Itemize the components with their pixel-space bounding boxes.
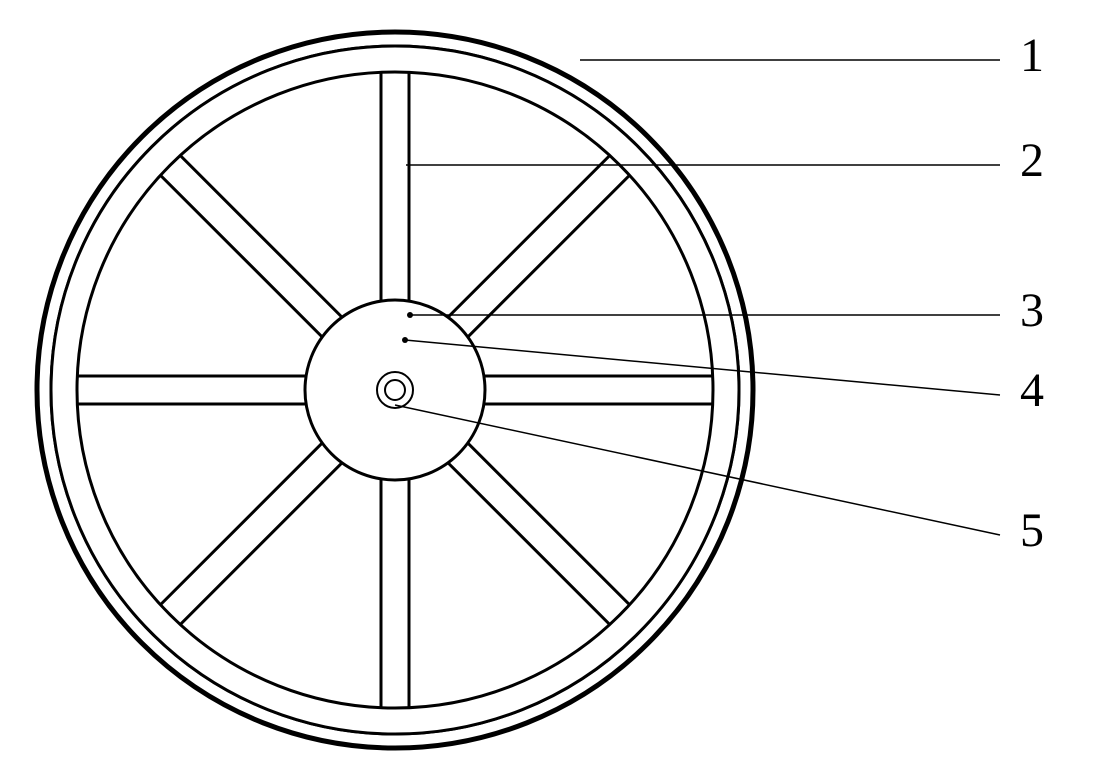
callout-label-4: 4 (1020, 364, 1044, 417)
spoke (159, 442, 343, 626)
wheel-diagram-svg: 1 2 3 4 5 (0, 0, 1116, 773)
callout-label-3: 3 (1020, 284, 1044, 337)
leader-dot-2 (402, 337, 408, 343)
callout-label-5: 5 (1020, 504, 1044, 557)
axle-outer-circle (377, 372, 413, 408)
spoke (447, 442, 631, 626)
spoke (75, 376, 307, 404)
diagram-container: 1 2 3 4 5 (0, 0, 1116, 773)
spoke (381, 70, 409, 302)
spoke (447, 154, 631, 338)
leader-dot-1 (407, 312, 413, 318)
callout-label-2: 2 (1020, 134, 1044, 187)
spoke (483, 376, 715, 404)
spoke (381, 478, 409, 710)
callout-label-1: 1 (1020, 29, 1044, 82)
spoke (159, 154, 343, 338)
